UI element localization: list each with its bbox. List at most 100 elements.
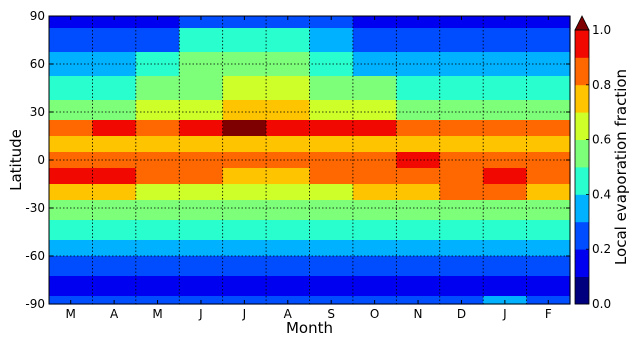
heatmap-cell — [439, 16, 484, 29]
heatmap-cell — [49, 220, 94, 241]
heatmap-cell — [309, 16, 354, 29]
heatmap-cell — [439, 276, 484, 297]
x-tick-label: F — [545, 307, 552, 321]
colorbar-tick-label: 0.6 — [592, 133, 611, 147]
heatmap-cell — [483, 28, 528, 53]
heatmap-cell — [396, 120, 441, 137]
heatmap-cell — [222, 276, 267, 297]
x-tick-label: D — [457, 307, 466, 321]
colorbar-band — [575, 112, 589, 140]
heatmap-cell — [49, 100, 94, 121]
heatmap-cell — [266, 120, 311, 137]
heatmap-cell — [49, 136, 94, 153]
heatmap-cell — [483, 120, 528, 137]
heatmap-cell — [179, 152, 224, 169]
heatmap-cell — [439, 28, 484, 53]
heatmap-cell — [266, 220, 311, 241]
heatmap-cell — [309, 256, 354, 277]
heatmap-cell — [309, 120, 354, 137]
heatmap-cell — [352, 136, 397, 153]
heatmap-cell — [526, 52, 571, 77]
heatmap-cell — [266, 256, 311, 277]
heatmap-cell — [222, 256, 267, 277]
heatmap-cell — [135, 76, 180, 101]
heatmap-cell — [352, 184, 397, 201]
colorbar-band — [575, 249, 589, 277]
colorbar: 0.0 0.2 0.4 0.6 0.8 1.0 — [574, 15, 611, 311]
colorbar-frame — [574, 29, 590, 305]
heatmap-cell — [266, 168, 311, 185]
heatmap-cell — [483, 168, 528, 185]
heatmap-cell — [309, 136, 354, 153]
heatmap-cell — [526, 152, 571, 169]
heatmap-cell — [135, 168, 180, 185]
heatmap-cell — [483, 76, 528, 101]
colorbar-tick-label: 1.0 — [592, 23, 611, 37]
heatmap-cell — [135, 184, 180, 201]
colorbar-band — [575, 221, 589, 250]
heatmap-cell — [309, 240, 354, 257]
heatmap-cell — [483, 276, 528, 297]
heatmap-cell — [92, 120, 137, 137]
heatmap-cell — [179, 184, 224, 201]
heatmap-cell — [439, 240, 484, 257]
heatmap-cell — [526, 240, 571, 257]
x-tick-label: M — [66, 307, 76, 321]
heatmap-cell — [526, 184, 571, 201]
heatmap-cell — [179, 240, 224, 257]
y-axis-ticks: 90 60 30 0 -30 -60 -90 — [25, 9, 570, 311]
heatmap-cell — [135, 120, 180, 137]
colorbar-band — [575, 30, 589, 58]
heatmap-cell — [179, 276, 224, 297]
colorbar-band — [575, 139, 589, 168]
y-tick-label: 60 — [30, 57, 45, 71]
heatmap-cell — [179, 28, 224, 53]
heatmap-cell — [396, 240, 441, 257]
heatmap-cell — [135, 220, 180, 241]
heatmap-cell — [266, 28, 311, 53]
heatmap-cell — [483, 136, 528, 153]
x-tick-label: J — [502, 307, 507, 321]
heatmap-cell — [352, 120, 397, 137]
heatmap-cell — [396, 276, 441, 297]
heatmap-cell — [179, 168, 224, 185]
heatmap-cell — [49, 120, 94, 137]
heatmap-cell — [135, 136, 180, 153]
y-axis-title: Latitude — [7, 129, 25, 191]
heatmap-cell — [92, 76, 137, 101]
heatmap-cell — [92, 136, 137, 153]
heatmap-cell — [266, 136, 311, 153]
x-tick-label: O — [370, 307, 379, 321]
colorbar-band — [575, 194, 589, 223]
heatmap-cell — [266, 16, 311, 29]
x-tick-label: J — [198, 307, 203, 321]
heatmap-cell — [92, 52, 137, 77]
x-tick-label: A — [284, 307, 293, 321]
heatmap-cell — [396, 100, 441, 121]
heatmap-cell — [49, 184, 94, 201]
heatmap-cell — [483, 256, 528, 277]
heatmap-cell — [352, 168, 397, 185]
heatmap-cell — [266, 184, 311, 201]
heatmap-cell — [309, 220, 354, 241]
heatmap-cell — [179, 16, 224, 29]
heatmap-cell — [49, 76, 94, 101]
heatmap-cell — [526, 200, 571, 221]
heatmap-cell — [396, 152, 441, 169]
heatmap-cell — [309, 52, 354, 77]
heatmap-cell — [135, 16, 180, 29]
heatmap-cell — [526, 220, 571, 241]
heatmap-cell — [222, 28, 267, 53]
x-axis-title: Month — [286, 319, 333, 337]
heatmap-cell — [396, 200, 441, 221]
heatmap-cell — [526, 76, 571, 101]
heatmap-cell — [179, 256, 224, 277]
heatmap-cell — [135, 28, 180, 53]
heatmap-cell — [396, 136, 441, 153]
heatmap-cell — [135, 100, 180, 121]
colorbar-band — [575, 276, 589, 305]
heatmap-cell — [526, 136, 571, 153]
heatmap-cell — [439, 220, 484, 241]
heatmap-cell — [439, 120, 484, 137]
